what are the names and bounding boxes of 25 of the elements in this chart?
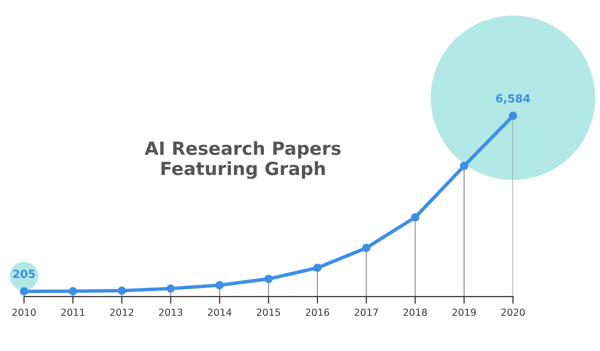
text: AI Research Papers Featuring Graph	[144, 141, 341, 179]
point	[68, 287, 78, 296]
point	[460, 162, 468, 170]
x-tick-label: 2014	[208, 308, 232, 316]
point	[215, 281, 224, 290]
x-tick-label: 2015	[256, 308, 280, 316]
point	[362, 244, 370, 252]
data-label: 6,584	[496, 94, 530, 104]
point	[508, 112, 518, 120]
point	[264, 274, 273, 284]
x-tick-label: 2011	[61, 308, 84, 316]
x-tick-label: 2017	[354, 308, 378, 316]
x-tick-label: 2013	[159, 308, 182, 316]
x-tick-label: 2010	[12, 308, 36, 316]
point	[166, 284, 175, 293]
x-tick-label: 2018	[404, 308, 427, 316]
x-tick-label: 2016	[306, 308, 330, 316]
data-label: 205	[13, 270, 35, 278]
point	[313, 264, 322, 272]
x-tick-label: 2019	[452, 308, 476, 316]
x-tick-label: 2012	[110, 308, 134, 316]
x-tick-label: 2020	[501, 308, 525, 316]
point	[411, 213, 420, 222]
point	[20, 287, 28, 296]
point	[118, 286, 126, 295]
